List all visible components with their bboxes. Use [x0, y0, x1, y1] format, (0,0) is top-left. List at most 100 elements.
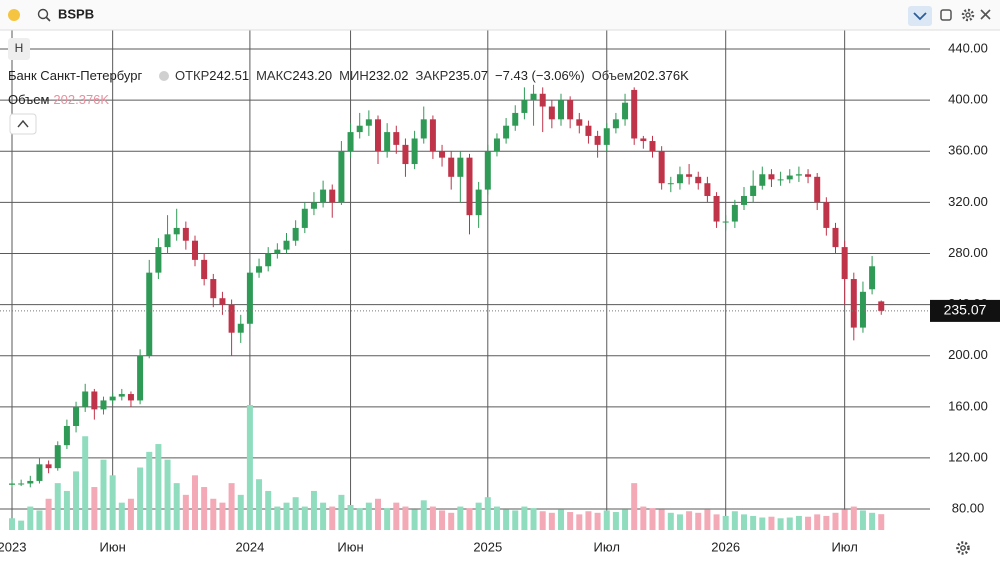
- maximize-button[interactable]: [940, 9, 952, 21]
- close-button[interactable]: [980, 9, 991, 20]
- candle-body: [484, 151, 491, 190]
- candle-body: [777, 179, 784, 181]
- volume-legend-value: 202.376K: [53, 92, 109, 107]
- candle-body: [841, 247, 848, 280]
- volume-bar: [722, 515, 729, 530]
- volume-bar: [567, 512, 574, 530]
- volume-bar: [356, 508, 363, 530]
- collapse-button[interactable]: [9, 113, 37, 135]
- candle-body: [676, 174, 683, 184]
- candle-body: [402, 144, 409, 165]
- candle-body: [603, 128, 610, 145]
- candle-body: [201, 259, 208, 280]
- volume-bar: [658, 509, 665, 530]
- x-tick-label: Июл: [831, 539, 857, 554]
- volume-bar: [493, 506, 500, 530]
- ohlc-label: ОТКР: [175, 68, 209, 83]
- candle-body: [127, 394, 134, 401]
- volume-bar: [850, 506, 857, 530]
- candle-body: [457, 157, 464, 177]
- x-tick-label: Июн: [100, 539, 126, 554]
- legend-toggle[interactable]: [159, 71, 169, 81]
- candle-body: [704, 183, 711, 196]
- candle-body: [475, 189, 482, 216]
- y-tick-label: 400.00: [948, 92, 988, 107]
- volume-bar: [375, 498, 381, 530]
- candle-body: [539, 93, 546, 107]
- volume-bar: [457, 506, 464, 530]
- volume-bar: [365, 502, 372, 530]
- candle-body: [859, 291, 866, 328]
- plot-area: [0, 30, 930, 530]
- window-dot[interactable]: [8, 9, 20, 21]
- candle-body: [521, 100, 528, 113]
- candle-body: [741, 195, 747, 205]
- volume-bar: [292, 497, 299, 530]
- ohlc-value: 243.20: [292, 68, 332, 83]
- volume-bar: [109, 475, 116, 530]
- y-tick-label: 120.00: [948, 449, 988, 464]
- candle-body: [448, 157, 455, 177]
- dropdown-button[interactable]: [908, 6, 932, 26]
- candle-body: [805, 174, 812, 177]
- y-tick-label: 280.00: [948, 245, 988, 260]
- axis-settings-button[interactable]: [956, 541, 970, 555]
- volume-bar: [594, 512, 601, 530]
- volume-bar: [210, 498, 217, 530]
- volume-bar: [713, 514, 720, 530]
- volume-bar: [27, 506, 34, 530]
- candle-body: [137, 355, 144, 401]
- indicator-button-label: H: [15, 41, 24, 55]
- y-tick-label: 320.00: [948, 194, 988, 209]
- volume-bar: [201, 487, 208, 530]
- candle-body: [283, 240, 290, 250]
- candle-body: [585, 125, 592, 136]
- candle-body: [228, 304, 235, 333]
- volume-bar: [338, 494, 345, 530]
- gear-center: [965, 12, 971, 18]
- candle-body: [530, 93, 537, 101]
- candle-body: [384, 132, 391, 152]
- search-icon[interactable]: [37, 8, 51, 22]
- volume-bar: [603, 510, 610, 530]
- candle-body: [640, 138, 647, 142]
- candle-body: [795, 174, 802, 176]
- candle-body: [118, 394, 125, 397]
- candle-body: [731, 204, 738, 222]
- indicator-button[interactable]: [8, 38, 30, 60]
- volume-bar: [384, 508, 391, 530]
- candle-body: [164, 234, 171, 248]
- candle-body: [420, 119, 427, 139]
- candle-body: [832, 227, 839, 248]
- y-tick-label: 200.00: [948, 347, 988, 362]
- volume-bar: [9, 518, 15, 530]
- volume-bar: [100, 459, 107, 530]
- volume-bar: [676, 514, 683, 530]
- candle-body: [786, 175, 793, 180]
- candle-body: [612, 119, 619, 129]
- volume-bar: [192, 475, 198, 530]
- volume-bar: [622, 509, 629, 530]
- volume-bar: [274, 506, 281, 530]
- volume-bar: [649, 508, 656, 530]
- candle-body: [658, 151, 665, 184]
- volume-bar: [164, 459, 171, 530]
- search-input[interactable]: BSPB: [58, 6, 94, 21]
- candle-body: [814, 176, 821, 203]
- candle-body: [45, 464, 52, 469]
- candle-body: [73, 406, 80, 426]
- candle-body: [82, 391, 89, 407]
- chevron-icon: [913, 12, 927, 21]
- settings-button[interactable]: [961, 8, 975, 22]
- candle-body: [878, 301, 885, 311]
- volume-bar: [768, 516, 775, 530]
- candle-body: [667, 183, 674, 185]
- volume-bar: [823, 515, 830, 530]
- candle-body: [823, 202, 830, 228]
- volume-bar: [686, 511, 693, 530]
- candle-body: [91, 391, 98, 410]
- ohlc-volume-value: 202.376K: [633, 68, 689, 83]
- volume-bar: [612, 512, 619, 530]
- candle-body: [759, 174, 766, 186]
- candle-body: [54, 445, 61, 469]
